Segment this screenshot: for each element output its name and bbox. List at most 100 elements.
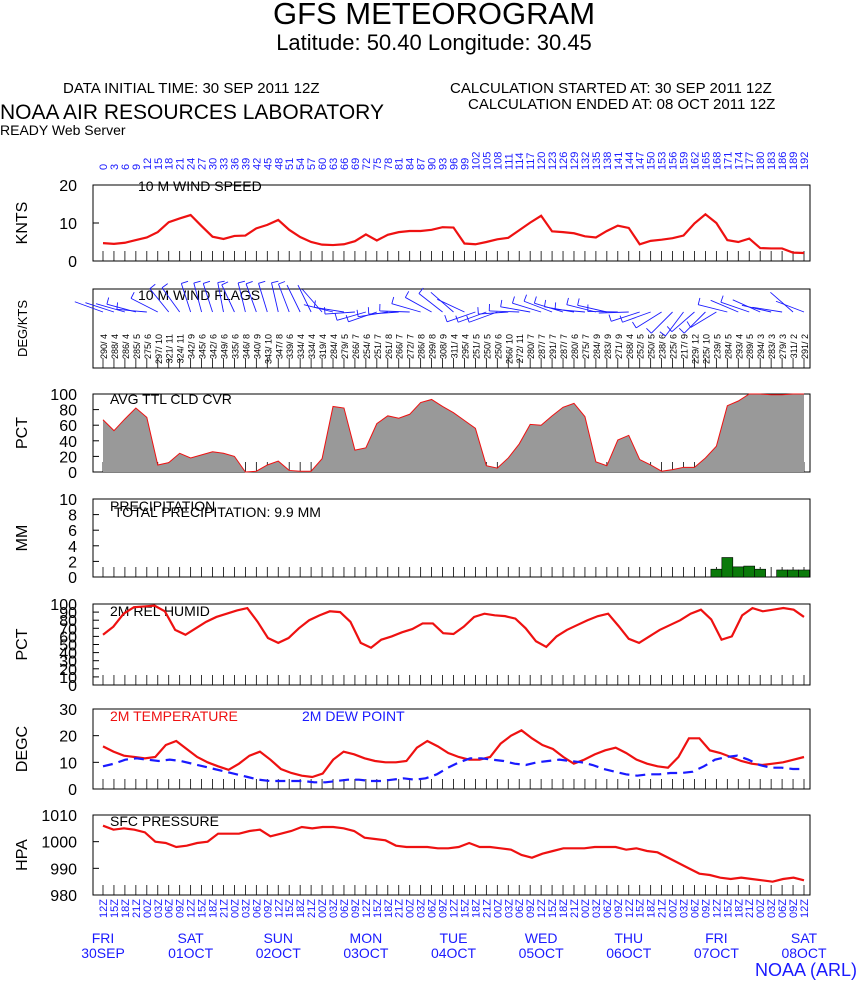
wind-flag-label: 280/ 7: [526, 334, 536, 359]
wind-barb-staff: [587, 311, 618, 313]
time-label: 03Z: [328, 899, 340, 918]
wind-barb-staff: [193, 282, 203, 313]
forecast-hour-label: 12: [142, 158, 154, 170]
date-label: 07OCT: [694, 945, 740, 961]
wind-flag-label: 319/ 4: [318, 334, 328, 359]
time-label: 09Z: [350, 899, 362, 918]
temperature-y-tick-label: 30: [59, 702, 77, 719]
wind-barb-staff: [130, 297, 158, 313]
wind-flag-label: 334/ 4: [296, 334, 306, 359]
forecast-hour-label: 138: [602, 152, 614, 170]
cloud_cover-y-label: PCT: [14, 417, 31, 449]
wind-barb-staff: [775, 300, 805, 313]
time-label: 18Z: [208, 899, 220, 918]
precip-bar: [754, 568, 766, 578]
wind-flag-label: 285/ 5: [132, 334, 142, 359]
date-label: 30SEP: [81, 945, 125, 961]
wind-barb-staff: [217, 282, 224, 313]
time-label: 21Z: [481, 899, 493, 918]
time-label: 15Z: [197, 899, 209, 918]
time-label: 15Z: [284, 899, 296, 918]
wind-barb-feather: [161, 283, 168, 289]
wind-flag-label: 229/ 12: [690, 334, 700, 364]
forecast-hour-label: 162: [689, 152, 701, 170]
forecast-hour-label: 78: [383, 158, 395, 170]
time-label: 15Z: [547, 899, 559, 918]
precip-frame: [92, 498, 811, 578]
time-label: 03Z: [416, 899, 428, 918]
time-label: 09Z: [525, 899, 537, 918]
calc-ended: CALCULATION ENDED AT: 08 OCT 2011 12Z: [468, 96, 776, 113]
forecast-hour-label: 39: [240, 158, 252, 170]
forecast-hour-label: 93: [438, 158, 450, 170]
date-label: 01OCT: [168, 945, 214, 961]
wind-barb-feather: [466, 315, 470, 323]
forecast-hour-label: 153: [657, 152, 669, 170]
wind_speed-y-tick-label: 20: [59, 178, 77, 195]
forecast-hour-label: 156: [668, 152, 680, 170]
precip-y-tick-label: 10: [59, 492, 77, 509]
time-label: 03Z: [503, 899, 515, 918]
precip-bar: [787, 569, 799, 578]
time-label: 21Z: [131, 899, 143, 918]
wind-barb-feather: [245, 280, 253, 285]
time-label: 15Z: [635, 899, 647, 918]
wind-barb-staff: [622, 311, 651, 323]
wind-flag-label: 311/ 2: [789, 334, 799, 358]
forecast-hour-label: 105: [481, 152, 493, 170]
time-label: 18Z: [383, 899, 395, 918]
wind-barb-staff: [161, 287, 181, 313]
forecast-hour-label: 6: [120, 164, 132, 170]
dewpoint-title: 2M DEW POINT: [302, 708, 405, 724]
forecast-hour-label: 72: [361, 158, 373, 170]
wind-flag-label: 284/ 5: [723, 334, 733, 359]
wind-barb-feather: [418, 287, 424, 294]
precip-y-tick-label: 2: [68, 554, 77, 571]
rel_humid-y-tick-label: 70: [59, 621, 77, 638]
wind-flag-label: 272/ 7: [406, 334, 416, 359]
wind-barb-feather: [217, 280, 225, 283]
forecast-hour-label: 168: [711, 152, 723, 170]
wind-barb-feather: [577, 298, 580, 306]
cloud_cover-title: AVG TTL CLD CVR: [110, 391, 232, 407]
date-label: 03OCT: [343, 945, 389, 961]
precip-y-tick-label: 0: [68, 570, 77, 587]
wind-flag-label: 291/ 2: [800, 334, 810, 359]
wind-flag-label: 284/ 9: [592, 334, 602, 359]
credit-label: NOAA (ARL): [755, 960, 858, 980]
wind-barb-staff: [651, 311, 673, 334]
precip-title: PRECIPITATION: [110, 498, 215, 514]
forecast-hour-label: 75: [372, 158, 384, 170]
wind-flag-label: 295/ 4: [460, 334, 470, 359]
wind_flags-title: 10 M WIND FLAGS: [138, 287, 260, 303]
wind-barb-feather: [238, 280, 246, 284]
wind-barb-feather: [646, 327, 652, 334]
wind-flag-label: 275/ 7: [581, 334, 591, 359]
temperature-y-label: DEGC: [14, 726, 31, 772]
cloud_cover-y-tick-label: 100: [50, 387, 77, 404]
forecast-hour-label: 99: [459, 158, 471, 170]
day-label: FRI: [705, 930, 728, 946]
wind-barb-feather: [193, 280, 201, 284]
wind-flag-label: 261/ 8: [384, 334, 394, 359]
wind-flag-label: 346/ 8: [241, 334, 251, 359]
time-label: 03Z: [591, 899, 603, 918]
wind-barb-feather: [533, 296, 537, 304]
wind-barb-staff: [635, 311, 662, 329]
forecast-hour-label: 171: [722, 152, 734, 170]
cloud_cover-y-tick-label: 80: [59, 403, 77, 420]
wind-flag-label: 288/ 4: [110, 334, 120, 359]
wind-barb-feather: [659, 331, 666, 337]
wind-flag-label: 340/ 9: [252, 334, 262, 359]
wind-barb-staff: [202, 283, 213, 313]
rel_humid-y-label: PCT: [14, 628, 31, 660]
wind_speed-y-label: KNTS: [14, 202, 31, 245]
forecast-hour-label: 27: [197, 158, 209, 170]
pressure-y-label: HPA: [14, 839, 31, 871]
forecast-hour-label: 0: [98, 164, 110, 170]
precip-bar: [743, 565, 756, 578]
precip-bar: [732, 566, 745, 578]
forecast-hour-label: 30: [208, 158, 220, 170]
wind-flag-label: 287/ 7: [537, 334, 547, 359]
forecast-hour-label: 87: [416, 158, 428, 170]
